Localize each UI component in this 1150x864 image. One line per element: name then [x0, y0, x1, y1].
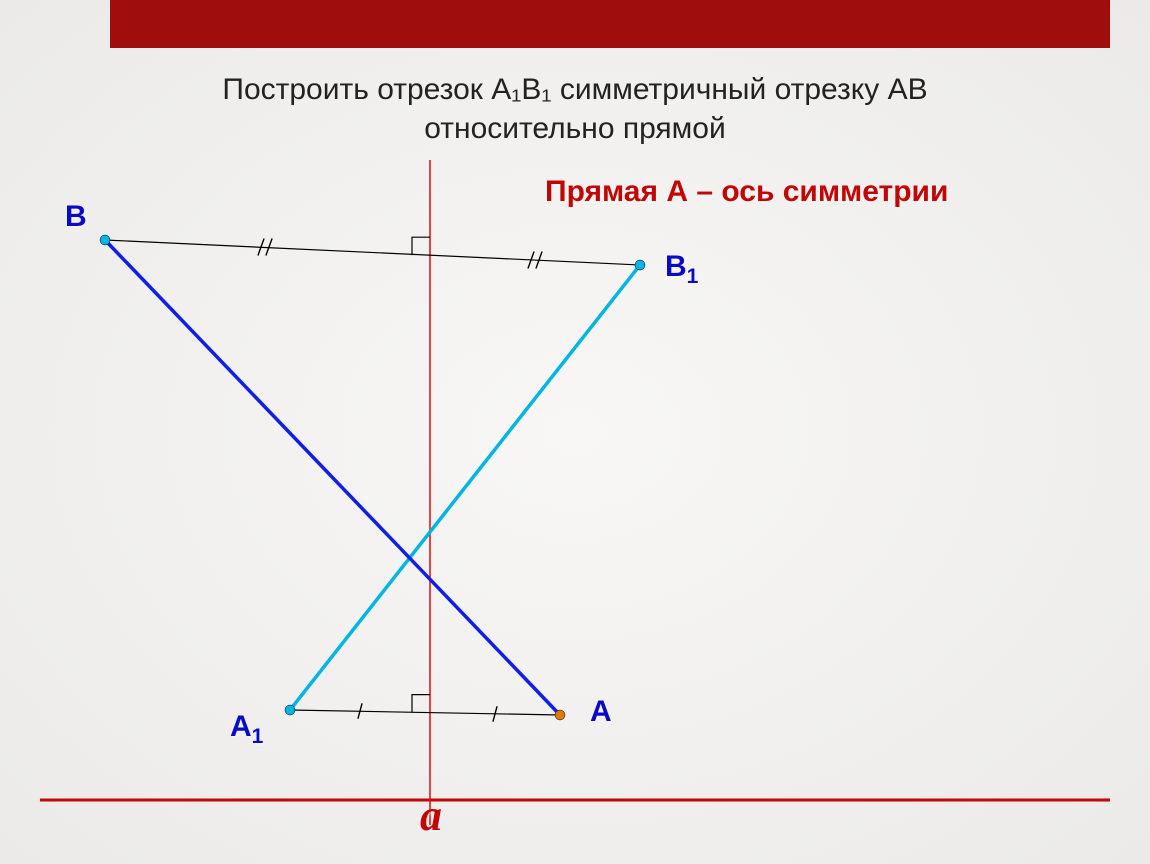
perp-marker	[412, 695, 430, 713]
diagram-svg	[0, 0, 1150, 864]
segment-BB1	[105, 240, 640, 265]
label-A: А	[590, 695, 612, 729]
label-B: В	[65, 200, 87, 234]
label-B1: В1	[665, 250, 698, 289]
point-A1	[285, 705, 295, 715]
segment-AA1	[290, 710, 560, 715]
point-B1	[635, 260, 645, 270]
point-B	[100, 235, 110, 245]
label-A1: А1	[230, 710, 263, 749]
segment-BA	[105, 240, 560, 715]
point-A	[555, 710, 565, 720]
perp-marker	[412, 237, 430, 255]
baseline-label: a	[420, 790, 442, 841]
